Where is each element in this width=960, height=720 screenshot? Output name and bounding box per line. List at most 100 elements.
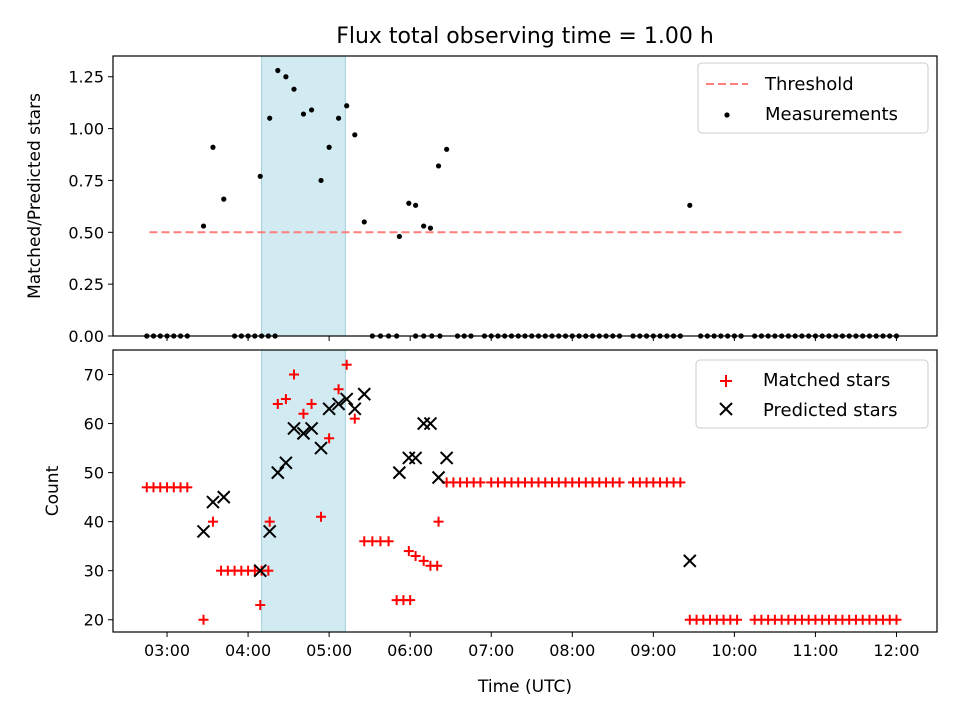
predicted-point xyxy=(683,554,697,568)
measurement-point xyxy=(344,103,350,109)
measurement-point xyxy=(435,163,442,169)
matched-point xyxy=(289,369,300,380)
measurement-point xyxy=(300,111,307,117)
y-tick-label: 1.00 xyxy=(68,120,104,139)
predicted-point xyxy=(331,397,346,411)
predicted-point xyxy=(196,524,211,539)
matched-point xyxy=(418,555,429,566)
legend-matched-label: Matched stars xyxy=(763,370,890,391)
measurement-point xyxy=(421,223,427,229)
measurement-point xyxy=(361,219,367,225)
measurement-point xyxy=(427,225,434,231)
predicted-point xyxy=(271,465,285,480)
x-tick-label: 03:00 xyxy=(144,641,190,660)
measurement-point xyxy=(352,132,358,138)
matched-point xyxy=(732,614,743,625)
matched-point xyxy=(264,516,275,527)
matched-point xyxy=(891,614,902,625)
matched-point xyxy=(433,516,444,527)
bottom-panel-ylabel: Count xyxy=(43,465,63,516)
top-legend-box xyxy=(697,62,929,134)
matched-point xyxy=(207,516,218,527)
measurement-point xyxy=(221,196,227,202)
matched-point xyxy=(675,477,686,488)
matched-point xyxy=(410,550,421,561)
y-tick-label: 0.00 xyxy=(68,327,104,346)
measurement-point xyxy=(687,202,693,208)
predicted-point xyxy=(253,563,267,578)
predicted-point xyxy=(217,490,231,504)
matched-point xyxy=(324,433,335,444)
bottom-legend-box xyxy=(695,359,929,429)
matched-point xyxy=(306,398,317,409)
predicted-point xyxy=(357,387,371,401)
x-tick-label: 04:00 xyxy=(225,641,271,660)
matched-point xyxy=(614,477,625,488)
predicted-point xyxy=(439,451,454,465)
measurement-point xyxy=(283,74,289,80)
bottom-panel-frame xyxy=(112,349,938,633)
y-tick-label: 60 xyxy=(84,415,104,434)
y-tick-label: 40 xyxy=(84,513,104,532)
measurement-point xyxy=(335,115,342,121)
matched-point xyxy=(403,546,414,557)
measurement-point xyxy=(444,146,450,152)
matched-point xyxy=(405,595,416,606)
predicted-point xyxy=(262,524,277,539)
predicted-point xyxy=(322,402,336,416)
predicted-point xyxy=(392,465,407,480)
legend-predicted-swatch xyxy=(719,402,733,416)
x-tick-label: 08:00 xyxy=(549,641,595,660)
matched-point xyxy=(341,359,352,370)
matched-point xyxy=(432,560,443,571)
predicted-point xyxy=(339,392,354,406)
y-tick-label: 30 xyxy=(84,562,104,581)
matched-point xyxy=(333,384,344,395)
y-tick-label: 0.75 xyxy=(68,171,104,190)
y-tick-label: 0.25 xyxy=(68,275,104,294)
y-tick-label: 50 xyxy=(84,464,104,483)
x-tick-label: 09:00 xyxy=(630,641,676,660)
measurement-point xyxy=(210,144,216,150)
legend-matched-swatch xyxy=(720,375,732,387)
matched-point xyxy=(182,482,193,493)
measurement-point xyxy=(318,177,324,184)
x-tick-label: 10:00 xyxy=(711,641,757,660)
measurement-point xyxy=(257,173,263,179)
y-tick-label: 70 xyxy=(84,366,104,385)
measurement-point xyxy=(308,107,315,113)
measurement-point xyxy=(406,200,412,206)
y-tick-label: 0.50 xyxy=(68,223,104,242)
measurement-point xyxy=(396,233,402,240)
matched-point xyxy=(198,614,209,625)
predicted-point xyxy=(348,402,362,416)
predicted-point xyxy=(314,441,328,455)
matched-point xyxy=(316,511,327,522)
observing-window-span xyxy=(261,349,346,633)
predicted-point xyxy=(431,470,446,485)
bottom-panel: 20 30 40 50 60 70 03:00 04:00 05:00 06:00 07:00 08:… xyxy=(43,349,938,697)
legend-measurements-swatch xyxy=(724,112,730,118)
x-tick-label: 11:00 xyxy=(792,641,838,660)
measurement-point xyxy=(412,202,419,208)
bottom-legend: Matched stars Predicted stars xyxy=(695,359,929,429)
legend-predicted-label: Predicted stars xyxy=(763,400,897,421)
x-axis-label: Time (UTC) xyxy=(477,677,572,697)
measurement-point xyxy=(267,115,273,121)
top-legend: Threshold Measurements xyxy=(697,62,929,134)
matched-point xyxy=(349,413,360,424)
matched-point xyxy=(280,394,291,405)
predicted-point xyxy=(402,451,416,465)
measurement-point xyxy=(326,144,332,150)
matched-point xyxy=(272,398,283,409)
matched-point xyxy=(383,536,394,547)
observing-window-span xyxy=(261,55,346,337)
measurement-point xyxy=(275,67,281,74)
measurement-point xyxy=(291,86,297,92)
matched-point xyxy=(255,600,266,611)
predicted-point xyxy=(296,426,311,441)
predicted-point xyxy=(279,456,293,470)
y-tick-label: 20 xyxy=(84,611,104,630)
x-tick-label: 12:00 xyxy=(873,641,919,660)
matched-point xyxy=(475,477,486,488)
